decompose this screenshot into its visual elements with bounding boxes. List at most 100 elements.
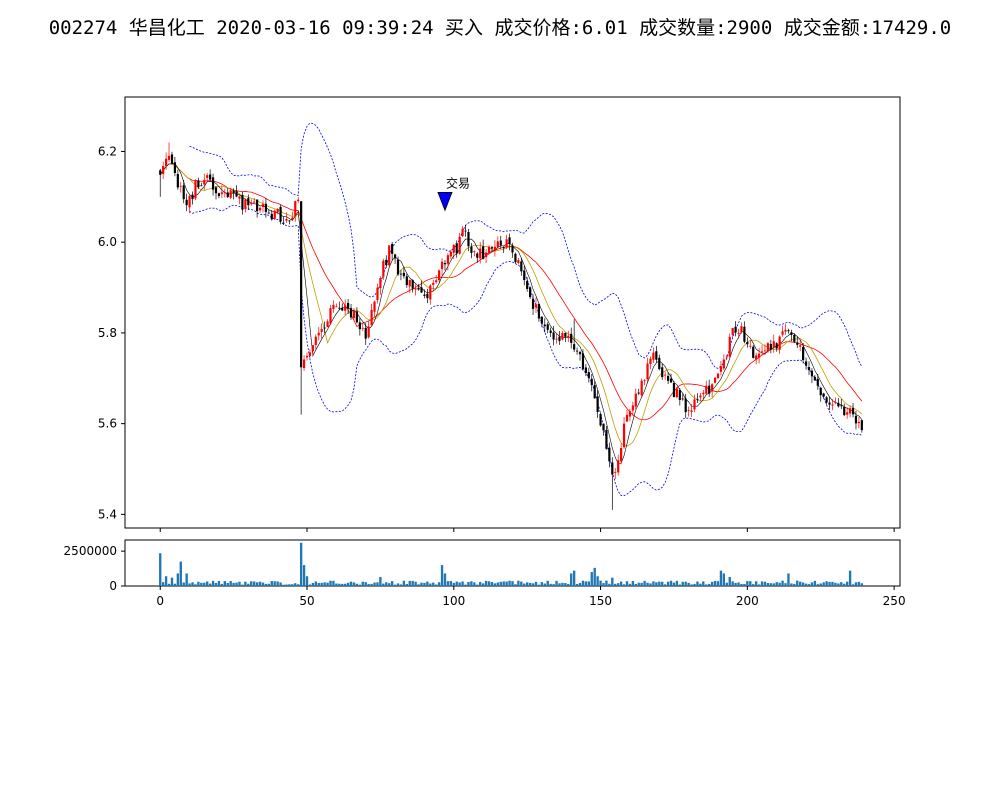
candle-body <box>661 367 664 378</box>
volume-bar <box>314 581 317 586</box>
volume-bar <box>241 584 244 586</box>
candle-body <box>358 322 361 330</box>
volume-bar <box>584 581 588 586</box>
volume-bar <box>458 582 461 586</box>
volume-bar <box>464 584 467 586</box>
candle-body <box>546 324 549 330</box>
candle-body <box>194 180 197 199</box>
volume-bar <box>493 583 497 586</box>
volume-bar <box>167 583 171 586</box>
candle-body <box>564 332 567 337</box>
candle-body <box>370 309 373 325</box>
volume-bar <box>514 584 517 586</box>
candle-body <box>787 330 790 332</box>
volume-bar <box>305 576 309 586</box>
volume-bar <box>414 581 417 586</box>
candle-body <box>734 326 737 333</box>
volume-bar <box>787 573 790 586</box>
volume-bar <box>473 582 476 586</box>
volume-bar <box>640 582 643 586</box>
candle-body <box>197 180 200 188</box>
candle-body <box>258 207 262 211</box>
volume-bar <box>247 583 250 586</box>
volume-x-ticks: 0 50 100 150 200 250 <box>156 586 906 608</box>
volume-bar <box>226 582 229 586</box>
volume-bar <box>332 580 335 586</box>
volume-bar <box>367 584 370 586</box>
volume-bar <box>361 581 364 586</box>
volume-bar <box>663 584 667 586</box>
candle-body <box>470 246 473 253</box>
volume-bar <box>320 582 323 586</box>
volume-bar <box>523 583 526 586</box>
candle-body <box>719 366 723 372</box>
volume-bar <box>206 581 209 586</box>
candle-body <box>587 372 590 378</box>
candle-body <box>355 311 359 323</box>
candle-body <box>211 177 215 190</box>
volume-bar <box>628 583 632 586</box>
candle-body <box>652 352 655 360</box>
volume-bar <box>549 583 552 586</box>
price-ytick-label: 6.0 <box>98 235 117 249</box>
candle-body <box>402 272 405 277</box>
volume-bar <box>349 581 353 586</box>
candle-body <box>570 333 573 343</box>
volume-bar <box>570 573 573 586</box>
candle-body <box>649 358 652 364</box>
volume-bar <box>499 581 502 586</box>
candle-body <box>702 392 705 395</box>
candle-body <box>851 407 855 415</box>
volume-bar <box>379 576 382 586</box>
volume-bar <box>834 582 837 586</box>
volume-bar <box>743 583 746 586</box>
candle-body <box>170 154 174 164</box>
candle-body <box>223 192 226 193</box>
volume-bar <box>370 583 373 586</box>
volume-bar <box>614 583 617 586</box>
candle-body <box>273 210 276 219</box>
volume-bar <box>505 581 508 586</box>
volume-bar <box>778 582 781 586</box>
candle-body <box>813 376 816 381</box>
volume-bar <box>731 581 734 586</box>
volume-bar <box>602 583 605 586</box>
candle-body <box>684 398 687 413</box>
candle-body <box>757 353 761 358</box>
price-axes-frame <box>124 96 901 529</box>
candle-body <box>347 302 350 309</box>
candle-body <box>164 158 168 166</box>
volume-bar <box>203 582 206 586</box>
candle-body <box>526 280 529 290</box>
candle-body <box>799 345 802 347</box>
volume-bar <box>461 581 464 586</box>
candle-body <box>452 244 455 253</box>
chart-title: 002274 华昌化工 2020-03-16 09:39:24 买入 成交价格:… <box>49 17 952 39</box>
candle-body <box>860 420 863 431</box>
volume-bar <box>725 582 728 586</box>
volume-bar <box>587 581 590 586</box>
candle-body <box>508 237 511 244</box>
volume-bar <box>766 582 770 586</box>
candle-body <box>385 259 388 266</box>
candle-body <box>843 406 846 416</box>
candle-body <box>517 260 520 264</box>
volume-bar <box>420 582 423 586</box>
candle-body <box>317 332 320 336</box>
volume-bar <box>341 583 344 586</box>
candle-body <box>352 310 356 319</box>
candle-body <box>297 199 300 202</box>
candle-body <box>288 220 291 222</box>
price-y-ticks: 5.4 5.6 5.8 6.0 6.2 <box>98 144 125 521</box>
volume-bar <box>382 583 385 586</box>
volume-bar <box>543 583 546 586</box>
price-ytick-label: 5.8 <box>98 326 117 340</box>
candle-body <box>162 166 165 174</box>
candle-body <box>294 201 297 217</box>
volume-xtick-label: 150 <box>589 594 612 608</box>
candle-body <box>687 410 690 411</box>
candle-body <box>693 399 696 410</box>
volume-bar <box>390 581 394 586</box>
candle-body <box>393 254 397 259</box>
candle-body <box>778 336 781 350</box>
